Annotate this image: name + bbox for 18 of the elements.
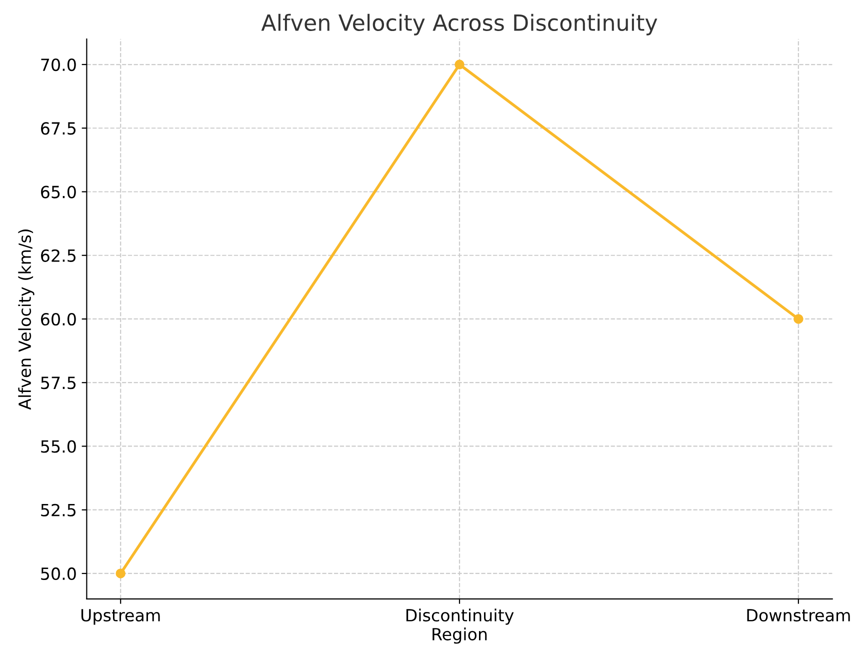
y-tick-label: 70.0 <box>41 58 76 72</box>
x-axis-title: Region <box>432 628 487 644</box>
y-tick-label: 55.0 <box>41 440 76 453</box>
point <box>794 314 804 324</box>
point <box>116 568 126 578</box>
point <box>454 60 464 70</box>
x-tick-label: Downstream <box>747 609 850 622</box>
y-tick-label: 65.0 <box>41 186 76 198</box>
y-tick-label: 57.5 <box>41 376 76 390</box>
chart-title: Alfven Velocity Across Discontinuity <box>261 14 658 36</box>
x-tick-label: Discontinuity <box>406 608 514 625</box>
y-tick-label: 60.0 <box>41 312 76 326</box>
y-axis-title: Alfven Velocity (km/s) <box>18 230 34 410</box>
x-tick-label: Upstream <box>81 609 160 625</box>
y-tick-label: 67.5 <box>41 122 76 135</box>
y-tick-label: 62.5 <box>41 249 76 262</box>
y-tick-label: 50.0 <box>41 567 76 580</box>
y-tick-label: 52.5 <box>41 504 76 516</box>
